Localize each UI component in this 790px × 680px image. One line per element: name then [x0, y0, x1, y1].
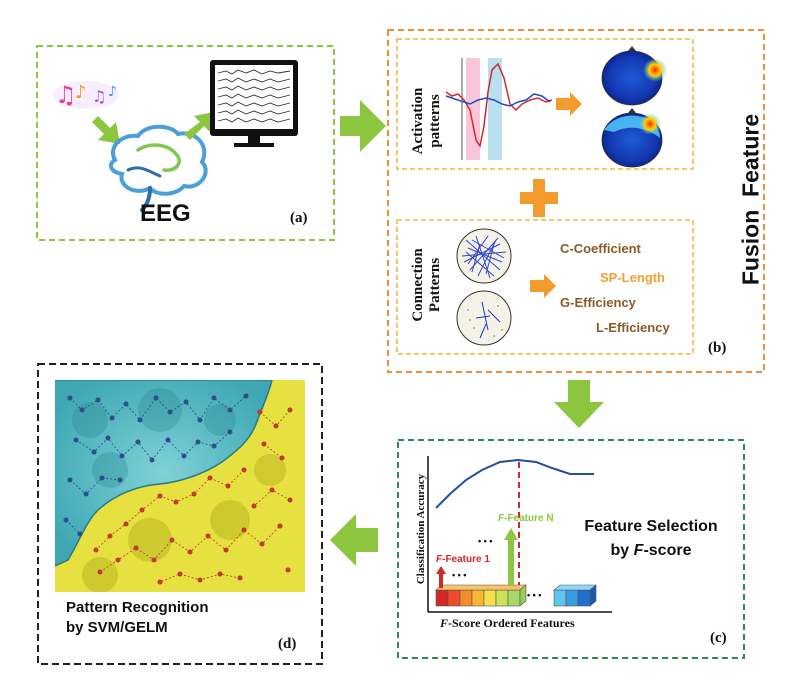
pattern-recognition-line2: by SVM/GELM — [66, 619, 168, 636]
feature-1-label: F-Feature 1 — [436, 554, 490, 565]
feature-n-rest: -Feature N — [504, 513, 554, 524]
classification-map — [55, 380, 305, 592]
ellipsis-cubes: • • • — [527, 590, 542, 600]
svg-text:♫: ♫ — [92, 87, 106, 106]
feature-cubes-right — [553, 584, 597, 607]
activation-label-line2: patterns — [427, 94, 443, 148]
panel-d-border — [37, 363, 323, 665]
feature-1-rest: -Feature 1 — [442, 554, 490, 565]
feature-1-italic: F — [436, 554, 443, 565]
pattern-recognition-line1: Pattern Recognition — [66, 599, 209, 616]
arrow-b-to-c-icon — [554, 380, 604, 428]
feature-n-label: F-Feature N — [498, 513, 554, 524]
feature-selection-line1: Feature Selection — [584, 518, 718, 535]
feature-1-arrow-icon — [436, 566, 446, 588]
connection-label-line1: Connection — [410, 248, 426, 322]
metric-g-efficiency: G-Efficiency — [560, 295, 636, 310]
brain-icon — [109, 124, 208, 212]
connectivity-head-bottom-icon — [456, 290, 512, 346]
arrow-notes-to-brain-icon — [92, 116, 120, 144]
monitor-icon — [210, 60, 298, 147]
x-axis-label: F-Score Ordered Features — [440, 616, 575, 631]
metric-l-efficiency: L-Efficiency — [596, 320, 670, 335]
feature-cubes-left — [435, 584, 527, 607]
topo-head-bottom-icon — [601, 108, 663, 168]
fs-line2-suffix: -score — [643, 542, 692, 559]
x-axis-label-rest: -Score Ordered Features — [448, 616, 575, 630]
x-axis-label-italic: F — [440, 616, 449, 630]
connection-label-line2: Patterns — [427, 257, 443, 313]
music-notes-icon: ♫ ♪ ♫ ♪ — [53, 81, 119, 109]
fs-line2-italic: F — [633, 542, 644, 559]
svg-text:♪: ♪ — [108, 84, 117, 100]
ellipsis-upper: • • • — [478, 536, 493, 546]
yellow-class-points — [93, 407, 293, 585]
feature-selection-line2: by F-score — [576, 539, 726, 563]
svg-text:♪: ♪ — [75, 82, 87, 103]
pattern-recognition-title: Pattern Recognition by SVM/GELM — [66, 598, 209, 638]
panel-a-tag: (a) — [290, 210, 308, 226]
panel-a-border — [36, 45, 335, 241]
metric-c-coefficient: C-Coefficient — [560, 241, 641, 256]
panel-b-border — [387, 29, 765, 373]
fusion-feature-title: Fusion Feature — [737, 113, 764, 286]
eeg-label: EEG — [140, 200, 191, 227]
topo-head-top-icon — [601, 46, 667, 106]
feature-n-arrow-icon — [504, 528, 518, 586]
connection-label: Connection Patterns — [410, 230, 444, 340]
panel-d-tag: (d) — [278, 636, 297, 652]
activation-label: Activation patterns — [410, 66, 444, 176]
arrow-c-to-d-icon — [330, 514, 378, 566]
arrow-brain-to-monitor-icon — [184, 112, 214, 140]
connection-subpanel-border — [396, 219, 694, 355]
panel-c-border — [397, 439, 745, 659]
panel-c-tag: (c) — [710, 630, 727, 646]
arrow-a-to-b-icon — [340, 100, 386, 152]
panel-b-tag: (b) — [708, 340, 727, 356]
activation-orange-arrow-icon — [556, 92, 582, 116]
y-axis-label: Classification Accuracy — [415, 473, 427, 585]
connection-orange-arrow-icon — [530, 274, 556, 298]
connectivity-head-top-icon — [456, 228, 512, 284]
feature-n-italic: F — [498, 513, 505, 524]
plus-icon — [520, 179, 558, 217]
feature-selection-title: Feature Selection by F-score — [576, 515, 726, 563]
activation-subpanel-border — [396, 38, 694, 170]
activation-label-line1: Activation — [410, 87, 426, 155]
svg-text:♫: ♫ — [55, 81, 77, 109]
ellipsis-middle: • • • — [452, 570, 467, 580]
fs-line2-prefix: by — [610, 542, 634, 559]
metric-sp-length: SP-Length — [600, 270, 665, 285]
erp-waveform-plot — [445, 58, 553, 160]
accuracy-plot — [427, 456, 612, 613]
